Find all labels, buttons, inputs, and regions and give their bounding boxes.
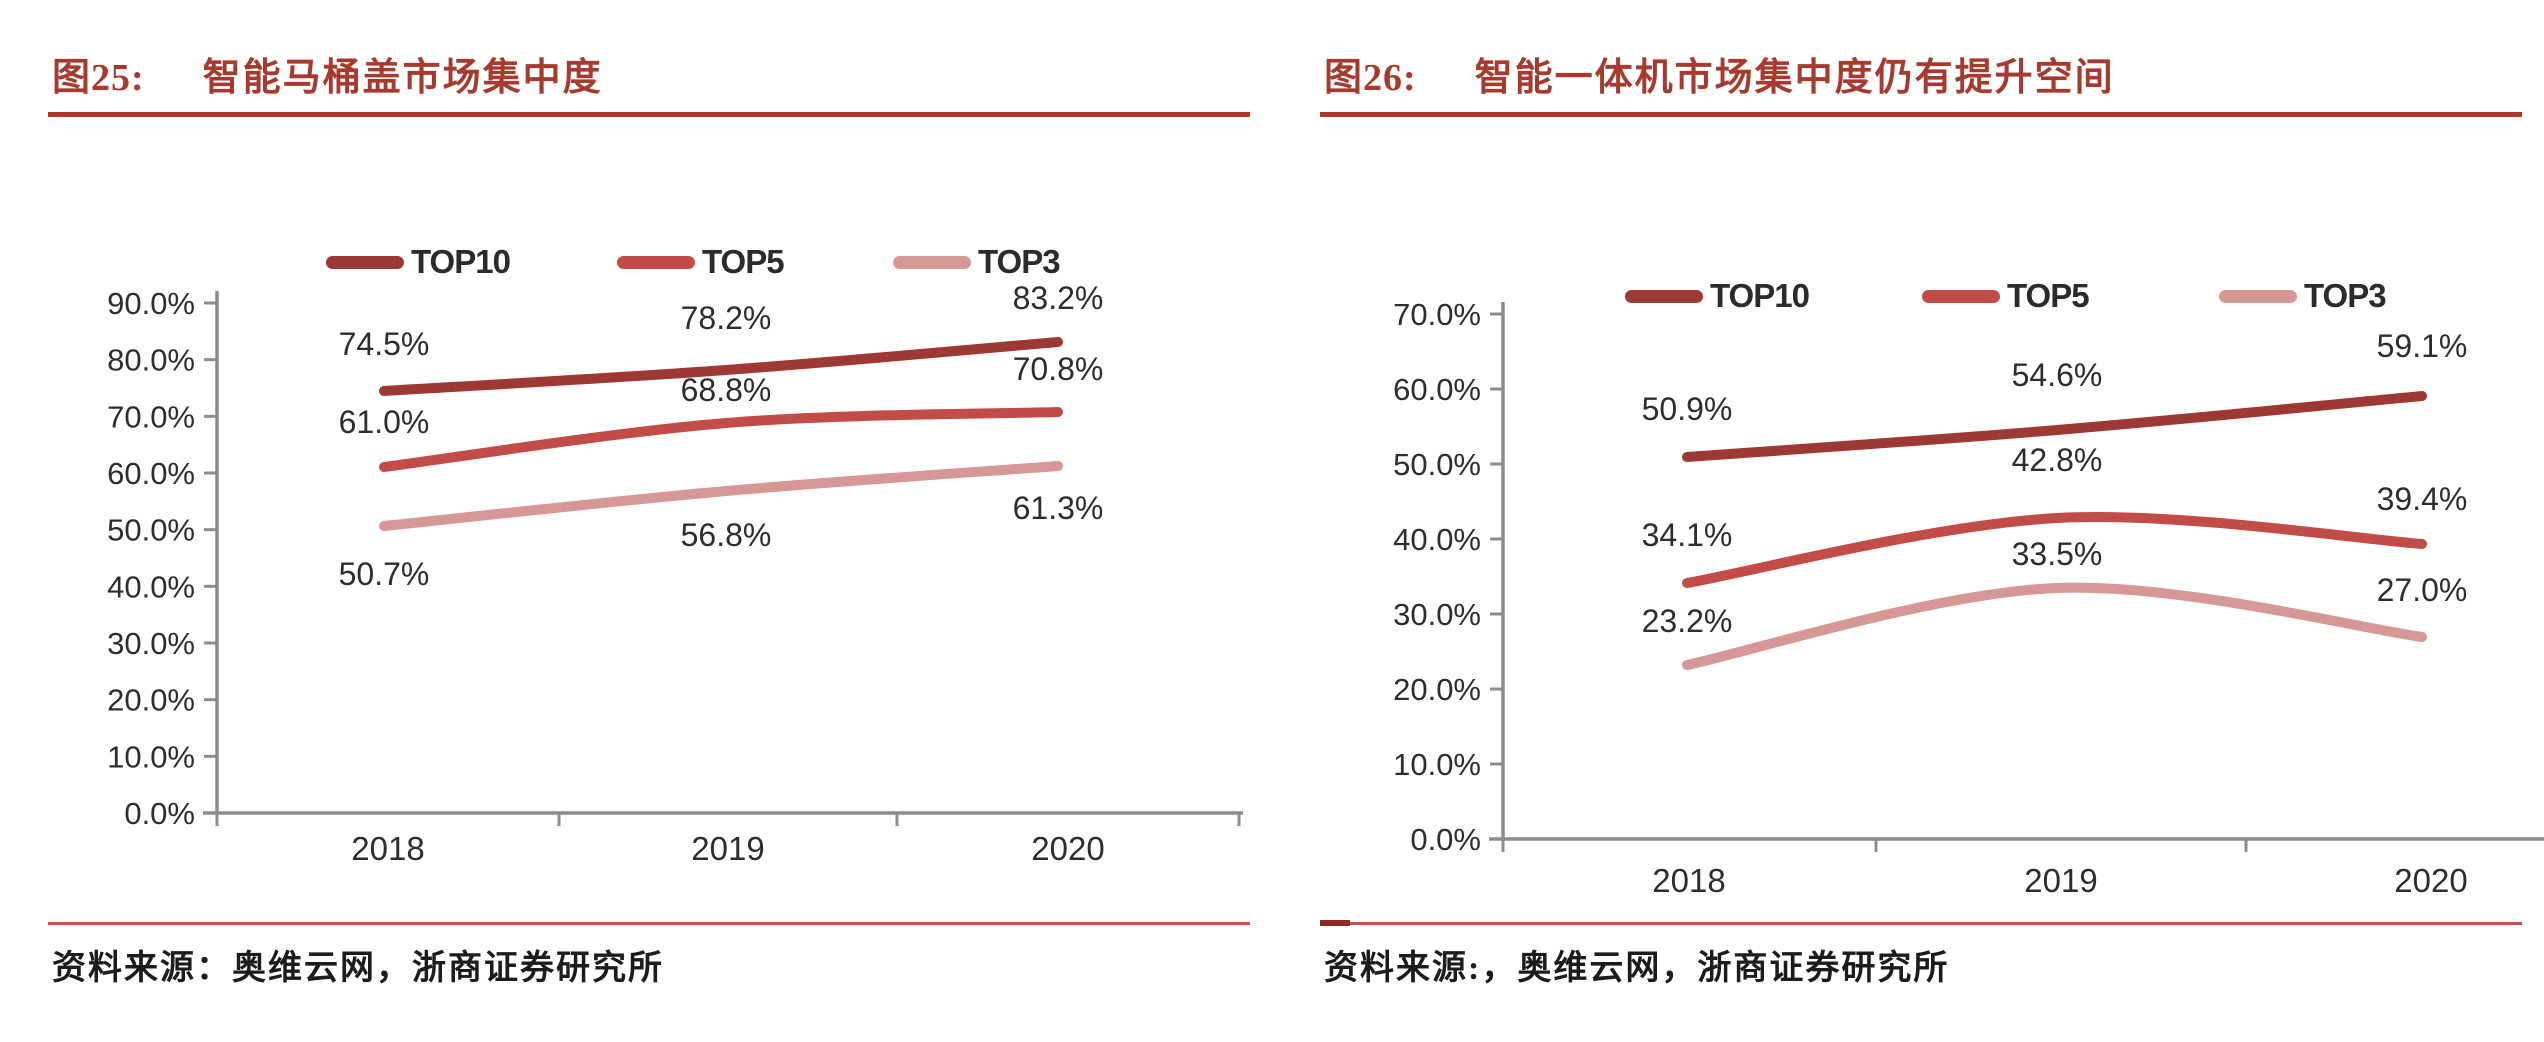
data-label-top5-2018: 61.0% xyxy=(339,404,430,440)
data-label-top10-2020: 59.1% xyxy=(2377,328,2468,364)
data-label-top3-2019: 33.5% xyxy=(2012,536,2103,572)
y-tick-label: 50.0% xyxy=(107,513,195,548)
series-line-top10 xyxy=(1682,391,2427,462)
legend-label-top5: TOP5 xyxy=(702,243,785,280)
source-divider-rule xyxy=(1320,920,2522,926)
legend-item-top3: TOP3 xyxy=(2219,277,2387,314)
series-line-top3 xyxy=(379,461,1063,531)
y-tick-label: 50.0% xyxy=(1393,447,1481,482)
legend-swatch-top10 xyxy=(1625,289,1703,303)
x-tick-label: 2018 xyxy=(1652,862,1725,899)
figure-title: 智能一体机市场集中度仍有提升空间 xyxy=(1474,57,2115,99)
y-tick-label: 40.0% xyxy=(107,569,195,604)
source-divider-rule xyxy=(48,922,1250,925)
legend-label-top5: TOP5 xyxy=(2007,277,2090,314)
source-note: 资料来源：奥维云网，浙商证券研究所 xyxy=(52,950,664,987)
legend-swatch-top3 xyxy=(2219,289,2297,303)
figure-number: 图25: xyxy=(52,57,145,99)
data-label-top3-2020: 27.0% xyxy=(2377,572,2468,608)
data-label-top3-2018: 50.7% xyxy=(339,556,430,592)
figure-25-smart-toilet-lid: 图25: 智能马桶盖市场集中度 TOP10 TOP5 TOP3 0.0% 10.0%… xyxy=(48,46,1250,987)
series-line-top10 xyxy=(379,337,1063,396)
legend-item-top10: TOP10 xyxy=(326,243,511,280)
data-label-top5-2019: 68.8% xyxy=(681,372,772,408)
source-note: 资料来源:，奥维云网，浙商证券研究所 xyxy=(1324,950,1950,987)
data-label-top5-2018: 34.1% xyxy=(1642,517,1733,553)
x-tick-label: 2020 xyxy=(1031,830,1104,867)
legend-item-top5: TOP5 xyxy=(1922,277,2090,314)
legend-label-top10: TOP10 xyxy=(1710,277,1810,314)
data-label-top10-2018: 50.9% xyxy=(1642,391,1733,427)
y-tick-label: 60.0% xyxy=(107,456,195,491)
x-tick-label: 2018 xyxy=(351,830,424,867)
series-line-top5 xyxy=(379,407,1063,472)
data-label-top10-2020: 83.2% xyxy=(1013,280,1104,316)
y-tick-label: 30.0% xyxy=(1393,597,1481,632)
legend-label-top3: TOP3 xyxy=(2304,277,2387,314)
x-tick-label: 2019 xyxy=(691,830,764,867)
y-tick-label: 0.0% xyxy=(1410,822,1481,857)
data-label-top10-2019: 78.2% xyxy=(681,300,772,336)
data-label-top3-2019: 56.8% xyxy=(681,517,772,553)
legend-swatch-top5 xyxy=(617,255,695,269)
legend-item-top5: TOP5 xyxy=(617,243,785,280)
data-label-top5-2020: 39.4% xyxy=(2377,481,2468,517)
data-label-top10-2018: 74.5% xyxy=(339,326,430,362)
y-tick-label: 20.0% xyxy=(107,683,195,718)
data-label-top5-2019: 42.8% xyxy=(2012,442,2103,478)
y-tick-label: 70.0% xyxy=(1393,297,1481,332)
y-tick-label: 10.0% xyxy=(107,739,195,774)
y-tick-label: 40.0% xyxy=(1393,522,1481,557)
x-tick-label: 2020 xyxy=(2394,862,2467,899)
y-tick-label: 0.0% xyxy=(124,796,195,831)
title-underline-rule xyxy=(48,112,1250,117)
figure-number: 图26: xyxy=(1324,57,1417,99)
series-line-top5 xyxy=(1682,512,2427,588)
data-label-top3-2018: 23.2% xyxy=(1642,603,1733,639)
figure-caption: 图26: 智能一体机市场集中度仍有提升空间 xyxy=(1324,46,2115,101)
y-tick-label: 30.0% xyxy=(107,626,195,661)
data-label-top3-2020: 61.3% xyxy=(1013,490,1104,526)
y-tick-label: 70.0% xyxy=(107,399,195,434)
title-underline-rule xyxy=(1320,112,2522,117)
series-line-top3 xyxy=(1682,582,2427,670)
y-tick-label: 90.0% xyxy=(107,286,195,321)
legend-item-top3: TOP3 xyxy=(893,243,1061,280)
line-chart-integrated-toilet-concentration: 0.0% 10.0% 20.0% 30.0% 40.0% 50.0% 60.0% 70.0% 2… xyxy=(1393,297,2544,899)
data-label-top5-2020: 70.8% xyxy=(1013,351,1104,387)
legend-swatch-top3 xyxy=(893,255,971,269)
legend-label-top3: TOP3 xyxy=(978,243,1061,280)
figure-caption: 图25: 智能马桶盖市场集中度 xyxy=(52,46,603,101)
y-tick-label: 10.0% xyxy=(1393,747,1481,782)
legend-swatch-top5 xyxy=(1922,289,2000,303)
x-tick-label: 2019 xyxy=(2024,862,2097,899)
legend-swatch-top10 xyxy=(326,255,404,269)
y-tick-label: 20.0% xyxy=(1393,672,1481,707)
legend-item-top10: TOP10 xyxy=(1625,277,1810,314)
figure-title: 智能马桶盖市场集中度 xyxy=(202,57,603,99)
line-chart-toilet-lid-concentration: 0.0% 10.0% 20.0% 30.0% 40.0% 50.0% 60.0% 70.0% 8… xyxy=(107,280,1243,867)
legend-label-top10: TOP10 xyxy=(411,243,511,280)
figure-26-smart-integrated-toilet: 图26: 智能一体机市场集中度仍有提升空间 TOP10 TOP5 TOP3 0.0… xyxy=(1272,0,2544,1042)
y-tick-label: 60.0% xyxy=(1393,372,1481,407)
data-label-top10-2019: 54.6% xyxy=(2012,357,2103,393)
y-tick-label: 80.0% xyxy=(107,343,195,378)
